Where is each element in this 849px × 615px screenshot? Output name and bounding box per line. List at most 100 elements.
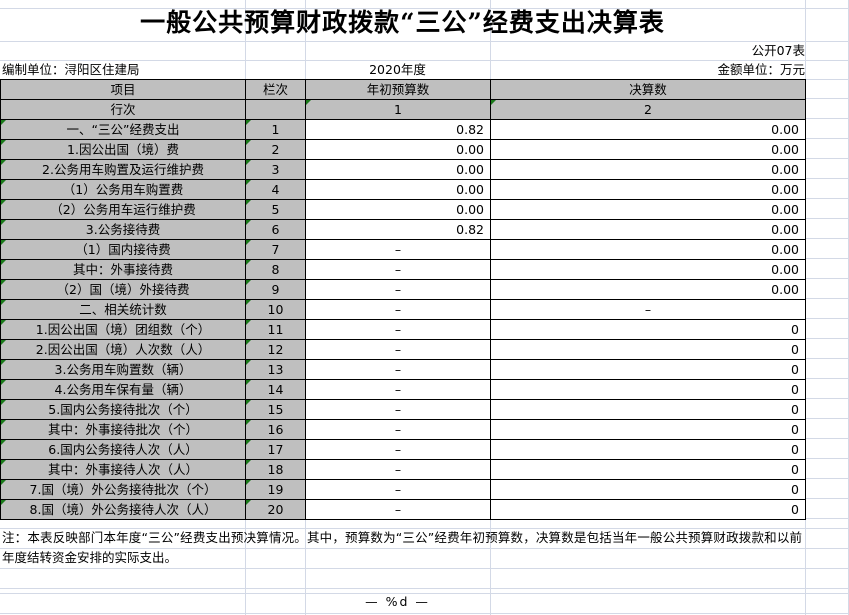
row-budget-value: –	[305, 419, 491, 440]
header-final: 决算数	[490, 79, 806, 100]
row-number: 16	[245, 419, 306, 440]
row-number: 11	[245, 319, 306, 340]
row-item-label: 1.因公出国（境）团组数（个）	[0, 319, 246, 340]
table-row: 2.因公出国（境）人次数（人） 12–0	[0, 339, 806, 360]
row-number: 20	[245, 499, 306, 520]
table-row: 2.公务用车购置及运行维护费 3 0.00 0.00	[0, 159, 806, 180]
row-number: 10	[245, 299, 306, 320]
header-item: 项目	[0, 79, 246, 100]
table-header-row: 项目 栏次 年初预算数 决算数	[0, 79, 806, 100]
row-final-value: 0	[490, 319, 806, 340]
row-item-label: 2.公务用车购置及运行维护费	[0, 159, 246, 180]
row-number: 5	[245, 199, 306, 220]
row-final-value: 0.00	[490, 119, 806, 140]
row-budget-value: –	[305, 319, 491, 340]
table-row: 5.国内公务接待批次（个） 15–0	[0, 399, 806, 420]
header-column-no: 栏次	[245, 79, 306, 100]
subheader-column-no	[245, 99, 306, 120]
row-final-value: 0	[490, 499, 806, 520]
row-budget-value: –	[305, 299, 491, 320]
subheader-row-no: 行次	[0, 99, 246, 120]
row-final-value: 0	[490, 419, 806, 440]
table-row: 6.国内公务接待人次（人） 17–0	[0, 439, 806, 460]
row-final-value: 0.00	[490, 239, 806, 260]
table-row: （1）国内接待费 7–0.00	[0, 239, 806, 260]
row-final-value: 0	[490, 339, 806, 360]
row-budget-value: 0.82	[305, 219, 491, 240]
row-final-value: 0.00	[490, 179, 806, 200]
row-budget-value: –	[305, 379, 491, 400]
row-final-value: 0	[490, 359, 806, 380]
row-budget-value: 0.00	[305, 199, 491, 220]
row-item-label: 3.公务用车购置数（辆）	[0, 359, 246, 380]
row-final-value: 0	[490, 399, 806, 420]
preparer-unit-label: 编制单位：浔阳区住建局	[2, 62, 140, 77]
row-final-value: 0	[490, 379, 806, 400]
row-number: 13	[245, 359, 306, 380]
table-row: 其中：外事接待人次（人） 18–0	[0, 459, 806, 480]
header-budget: 年初预算数	[305, 79, 491, 100]
row-item-label: （2）公务用车运行维护费	[0, 199, 246, 220]
row-final-value: 0.00	[490, 259, 806, 280]
row-final-value: –	[490, 299, 806, 320]
page-title: 一般公共预算财政拨款“三公”经费支出决算表	[140, 8, 665, 37]
form-code-label: 公开07表	[751, 43, 805, 58]
table-row: 其中：外事接待费 8–0.00	[0, 259, 806, 280]
row-item-label: 2.因公出国（境）人次数（人）	[0, 339, 246, 360]
three-public-expenditure-table: 项目 栏次 年初预算数 决算数 行次 1 2 一、“三公”经费支出 1 0.82 0.…	[0, 79, 806, 520]
row-item-label: （1）公务用车购置费	[0, 179, 246, 200]
row-final-value: 0	[490, 459, 806, 480]
row-item-label: （2）国（境）外接待费	[0, 279, 246, 300]
table-row: 3.公务接待费 6 0.82 0.00	[0, 219, 806, 240]
row-budget-value: –	[305, 359, 491, 380]
row-budget-value: –	[305, 479, 491, 500]
row-budget-value: –	[305, 439, 491, 460]
row-number: 6	[245, 219, 306, 240]
table-row: 1.因公出国（境）费 2 0.00 0.00	[0, 139, 806, 160]
row-item-label: 一、“三公”经费支出	[0, 119, 246, 140]
row-final-value: 0.00	[490, 199, 806, 220]
row-item-label: 其中：外事接待费	[0, 259, 246, 280]
row-final-value: 0	[490, 439, 806, 460]
row-budget-value: –	[305, 499, 491, 520]
row-budget-value: 0.82	[305, 119, 491, 140]
footnote-text: 注：本表反映部门本年度“三公”经费支出预决算情况。其中，预算数为“三公”经费年初…	[2, 530, 802, 565]
table-row: （2）国（境）外接待费 9–0.00	[0, 279, 806, 300]
table-row: 8.国（境）外公务接待人次（人） 20–0	[0, 499, 806, 520]
row-number: 19	[245, 479, 306, 500]
table-row: （1）公务用车购置费 4 0.00 0.00	[0, 179, 806, 200]
row-item-label: 其中：外事接待人次（人）	[0, 459, 246, 480]
row-item-label: （1）国内接待费	[0, 239, 246, 260]
row-final-value: 0.00	[490, 159, 806, 180]
subheader-final-index: 2	[490, 99, 806, 120]
row-budget-value: –	[305, 259, 491, 280]
row-number: 15	[245, 399, 306, 420]
row-budget-value: –	[305, 339, 491, 360]
row-item-label: 其中：外事接待批次（个）	[0, 419, 246, 440]
row-budget-value: 0.00	[305, 179, 491, 200]
row-number: 9	[245, 279, 306, 300]
row-budget-value: 0.00	[305, 139, 491, 160]
table-row: 4.公务用车保有量（辆） 14–0	[0, 379, 806, 400]
table-row: 3.公务用车购置数（辆） 13–0	[0, 359, 806, 380]
row-number: 3	[245, 159, 306, 180]
row-item-label: 3.公务接待费	[0, 219, 246, 240]
row-final-value: 0.00	[490, 139, 806, 160]
row-number: 1	[245, 119, 306, 140]
table-body: 一、“三公”经费支出 1 0.82 0.00 1.因公出国（境）费 2 0.00 0.00 2.…	[0, 119, 806, 520]
row-item-label: 7.国（境）外公务接待批次（个）	[0, 479, 246, 500]
row-budget-value: 0.00	[305, 159, 491, 180]
row-budget-value: –	[305, 239, 491, 260]
table-row: 一、“三公”经费支出 1 0.82 0.00	[0, 119, 806, 140]
amount-unit-label: 金额单位：万元	[717, 62, 805, 77]
row-number: 12	[245, 339, 306, 360]
row-budget-value: –	[305, 399, 491, 420]
table-row: 1.因公出国（境）团组数（个） 11–0	[0, 319, 806, 340]
row-item-label: 1.因公出国（境）费	[0, 139, 246, 160]
table-row: 其中：外事接待批次（个） 16–0	[0, 419, 806, 440]
row-number: 18	[245, 459, 306, 480]
row-item-label: 8.国（境）外公务接待人次（人）	[0, 499, 246, 520]
subheader-budget-index: 1	[305, 99, 491, 120]
row-number: 17	[245, 439, 306, 460]
